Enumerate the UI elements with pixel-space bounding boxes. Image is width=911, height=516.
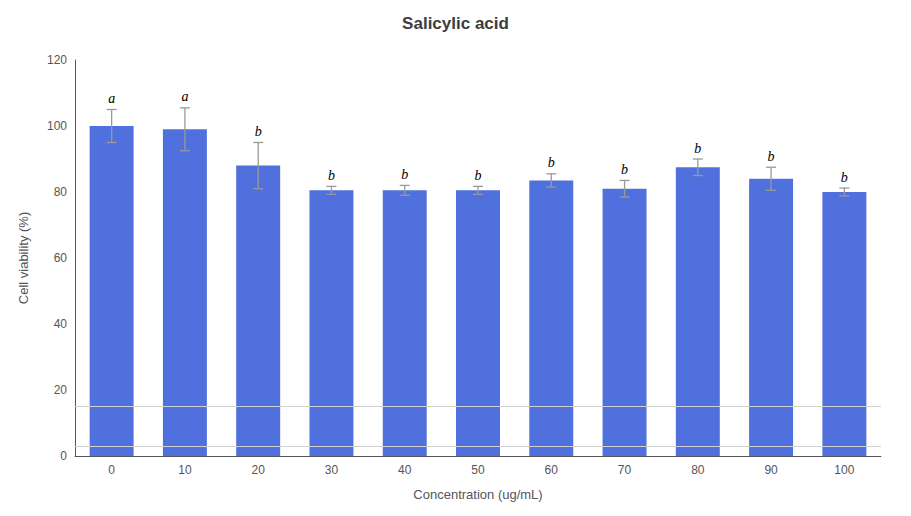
svg-text:100: 100: [834, 463, 854, 477]
svg-text:b: b: [841, 170, 848, 185]
svg-text:b: b: [255, 124, 262, 139]
svg-text:b: b: [621, 162, 628, 177]
svg-text:Cell viability (%): Cell viability (%): [16, 212, 31, 304]
svg-text:40: 40: [398, 463, 412, 477]
svg-text:20: 20: [252, 463, 266, 477]
svg-text:80: 80: [691, 463, 705, 477]
svg-text:b: b: [401, 167, 408, 182]
svg-text:0: 0: [108, 463, 115, 477]
svg-text:30: 30: [325, 463, 339, 477]
svg-text:b: b: [475, 168, 482, 183]
svg-text:b: b: [328, 168, 335, 183]
svg-text:10: 10: [178, 463, 192, 477]
svg-text:60: 60: [54, 251, 68, 265]
svg-text:Salicylic acid: Salicylic acid: [402, 14, 509, 33]
svg-text:b: b: [768, 149, 775, 164]
svg-text:50: 50: [471, 463, 485, 477]
svg-text:90: 90: [764, 463, 778, 477]
svg-text:40: 40: [54, 317, 68, 331]
svg-text:70: 70: [618, 463, 632, 477]
svg-text:120: 120: [47, 53, 67, 67]
svg-text:a: a: [108, 91, 115, 106]
svg-text:Concentration (ug/mL): Concentration (ug/mL): [413, 487, 542, 502]
svg-text:100: 100: [47, 119, 67, 133]
svg-text:80: 80: [54, 185, 68, 199]
svg-text:b: b: [548, 155, 555, 170]
svg-text:a: a: [181, 89, 188, 104]
svg-text:b: b: [694, 141, 701, 156]
svg-text:20: 20: [54, 383, 68, 397]
svg-text:60: 60: [545, 463, 559, 477]
svg-text:0: 0: [60, 449, 67, 463]
